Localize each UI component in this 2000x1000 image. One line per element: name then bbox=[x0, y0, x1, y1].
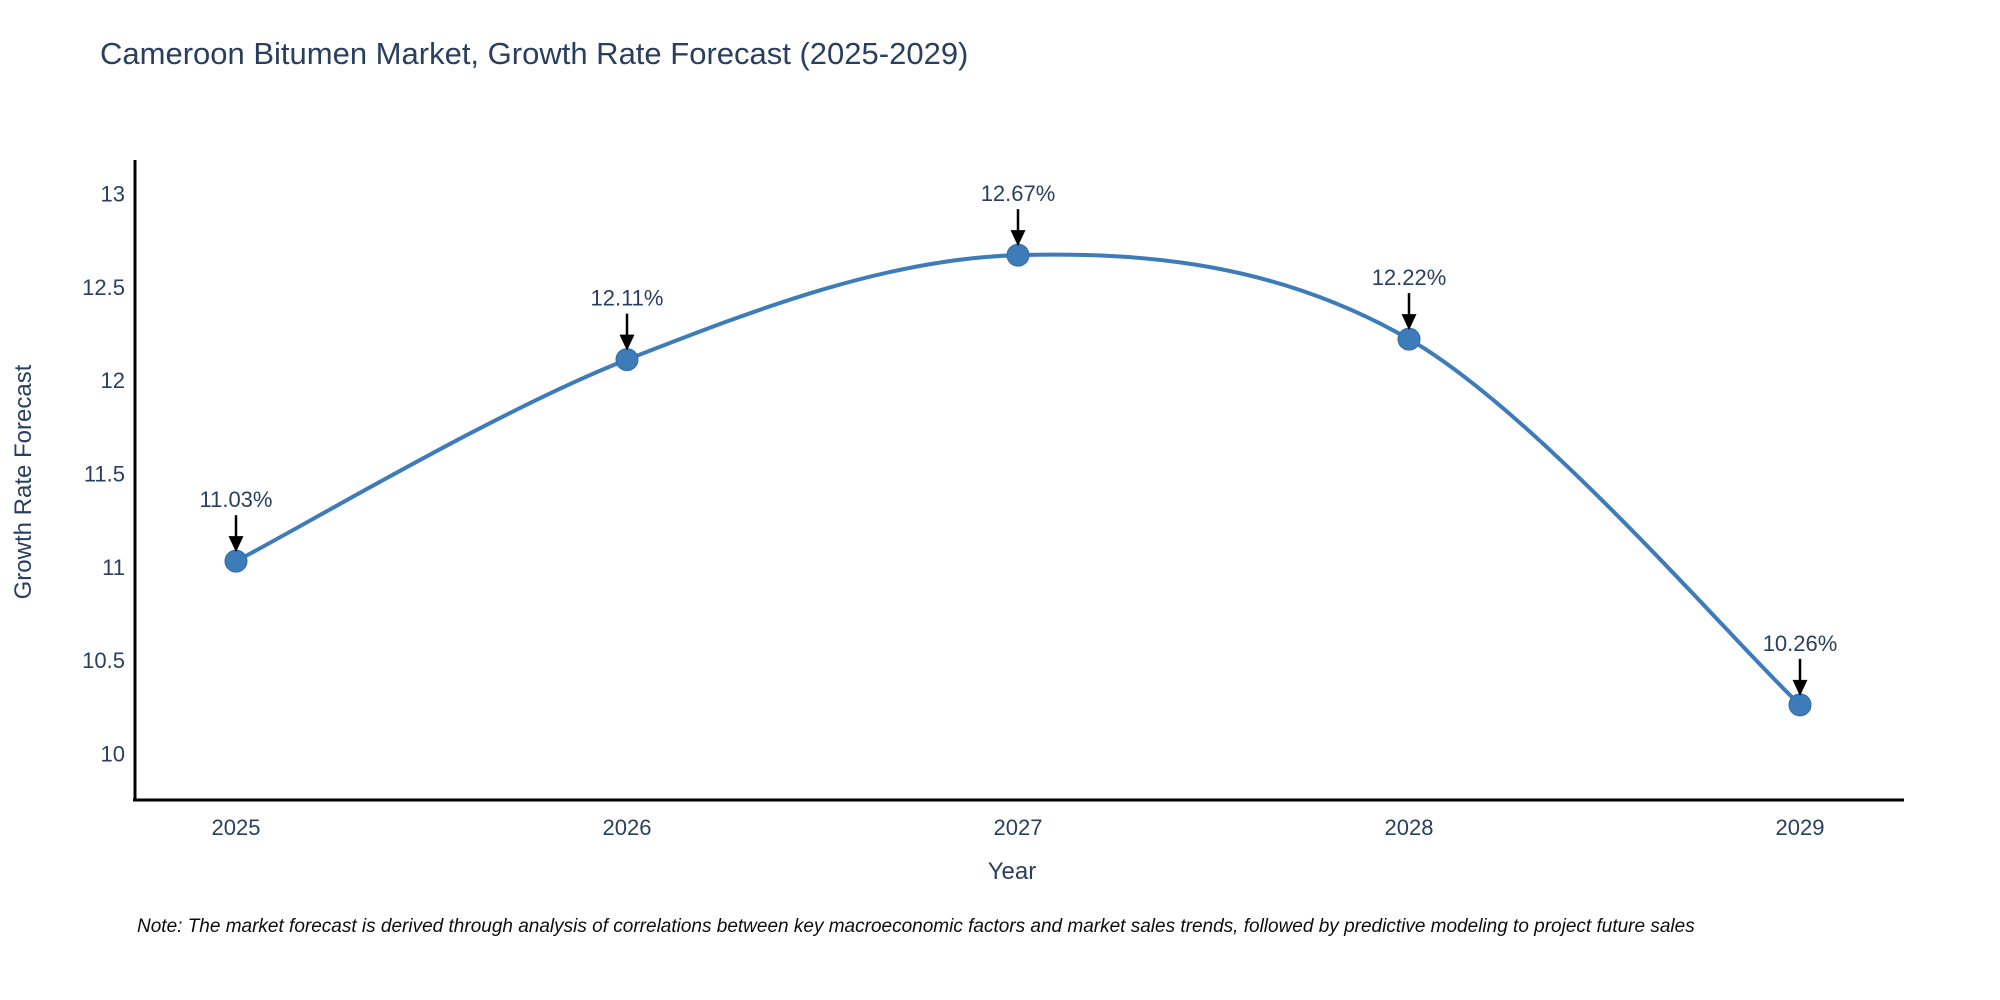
point-annotation: 12.22% bbox=[1372, 265, 1447, 290]
point-annotation: 11.03% bbox=[200, 487, 273, 512]
y-tick-label: 12.5 bbox=[82, 275, 125, 300]
y-tick-label: 12 bbox=[101, 368, 125, 393]
data-point-marker bbox=[615, 348, 639, 372]
annotation-arrowhead bbox=[1792, 679, 1808, 696]
x-tick-label: 2026 bbox=[603, 815, 652, 840]
x-tick-label: 2027 bbox=[994, 815, 1043, 840]
point-annotation: 10.26% bbox=[1763, 631, 1838, 656]
annotation-arrowhead bbox=[1401, 314, 1417, 331]
data-point-marker bbox=[1006, 243, 1030, 267]
x-tick-label: 2025 bbox=[212, 815, 261, 840]
annotation-arrowhead bbox=[619, 334, 635, 351]
data-point-marker bbox=[224, 549, 248, 573]
footnote: Note: The market forecast is derived thr… bbox=[137, 916, 1695, 937]
y-tick-label: 11 bbox=[102, 555, 125, 580]
data-point-marker bbox=[1788, 693, 1812, 717]
trend-line bbox=[234, 252, 1802, 707]
annotation-arrowhead bbox=[228, 536, 244, 553]
y-tick-label: 10 bbox=[101, 741, 125, 766]
chart-title: Cameroon Bitumen Market, Growth Rate For… bbox=[100, 36, 969, 71]
x-tick-label: 2028 bbox=[1385, 815, 1434, 840]
annotation-arrowhead bbox=[1010, 230, 1026, 247]
data-point-marker bbox=[1397, 327, 1421, 351]
x-tick-label: 2029 bbox=[1776, 815, 1825, 840]
point-annotation: 12.67% bbox=[981, 181, 1056, 206]
y-tick-label: 10.5 bbox=[82, 648, 125, 673]
x-axis-title: Year bbox=[987, 858, 1037, 885]
y-tick-label: 11.5 bbox=[84, 461, 125, 486]
y-tick-label: 13 bbox=[101, 182, 125, 207]
point-annotation: 12.11% bbox=[591, 286, 664, 311]
